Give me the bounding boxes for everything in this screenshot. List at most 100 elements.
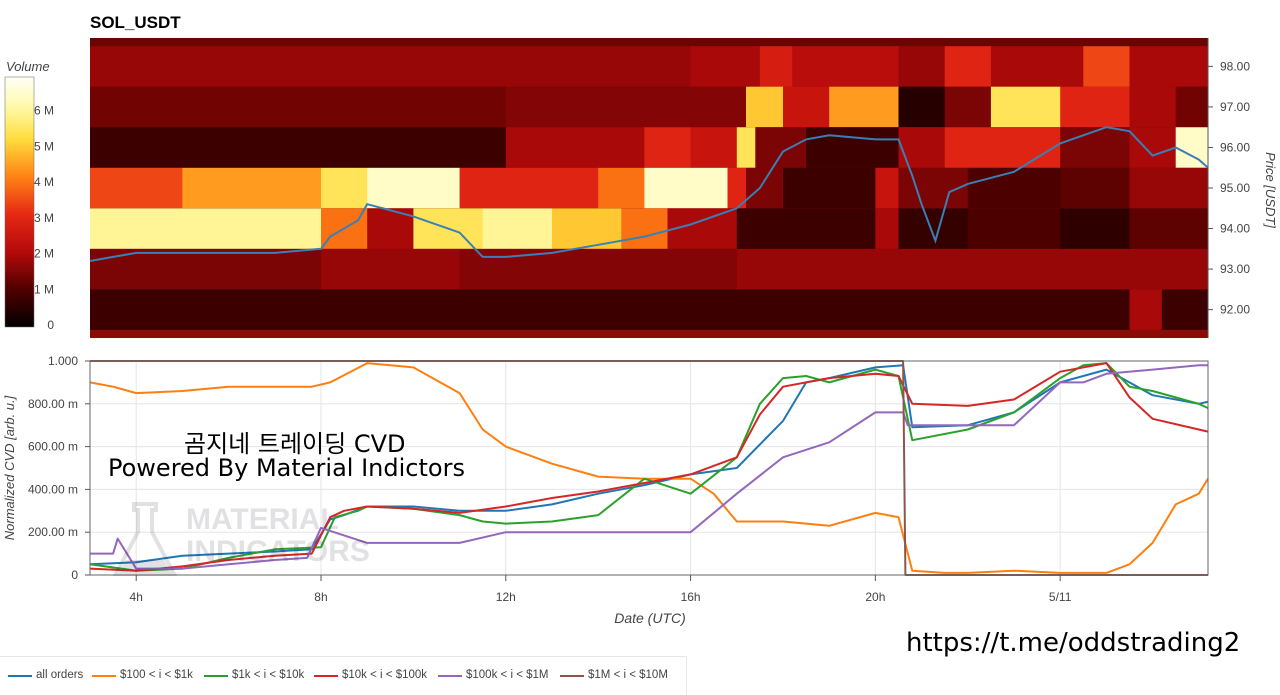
cvd-y-tick-label: 200.00 m	[28, 525, 78, 539]
heatmap-cell	[1129, 208, 1209, 249]
heatmap-cell	[746, 167, 784, 209]
heatmap-cell	[459, 167, 599, 209]
price-tick-label: 92.00	[1220, 303, 1250, 317]
heatmap-cell	[806, 127, 899, 168]
cvd-frame	[89, 360, 1209, 576]
cvd-y-tick-label: 0	[71, 568, 78, 582]
legend-label: $10k < i < $100k	[342, 669, 428, 681]
heatmap-cell	[505, 86, 691, 128]
cvd-x-tick-label: 4h	[130, 590, 143, 604]
heatmap-cell	[736, 208, 876, 249]
legend-label: $1M < i < $10M	[588, 669, 668, 681]
cvd-line-1k-i-10k	[89, 362, 1209, 572]
legend-swatch	[438, 675, 462, 677]
series-legend: all orders $100 < i < $1k $1k < i < $10k…	[0, 656, 687, 695]
heatmap-cell	[690, 86, 747, 128]
legend-label: $1k < i < $10k	[232, 669, 305, 681]
heatmap-cell	[90, 289, 1130, 330]
heatmap-cell	[967, 208, 1061, 249]
heatmap-cell	[1161, 289, 1209, 330]
colorbar-label: Volume	[6, 59, 50, 74]
heatmap-cell	[1175, 127, 1209, 168]
heatmap-cell	[90, 208, 322, 249]
heatmap-cell	[898, 127, 946, 168]
heatmap-cell	[182, 167, 322, 209]
heatmap-cell	[505, 127, 645, 168]
heatmap-cell	[1083, 46, 1130, 87]
heatmap-cell	[644, 167, 728, 209]
price-axis-label: Price [USDT]	[1263, 152, 1278, 228]
heatmap-cell	[829, 86, 899, 128]
cvd-y-tick-label: 1.000	[48, 354, 78, 368]
heatmap-cell	[1129, 289, 1163, 330]
heatmap-cell	[1060, 167, 1130, 209]
cvd-x-tick-label: 5/11	[1049, 590, 1072, 604]
heatmap-cell	[783, 86, 830, 128]
heatmap-cell	[367, 167, 460, 209]
heatmap-cell	[792, 46, 899, 87]
heatmap-cell	[759, 46, 793, 87]
heatmap-cell	[667, 208, 738, 249]
price-tick-label: 93.00	[1220, 262, 1250, 276]
heatmap-cell	[644, 127, 691, 168]
volume-heatmap[interactable]	[89, 38, 1209, 338]
cvd-y-axis-label: Normalized CVD [arb. u.]	[2, 395, 17, 540]
heatmap-cell	[1129, 86, 1177, 128]
legend-swatch	[204, 675, 228, 677]
heatmap-cell	[621, 208, 668, 249]
heatmap-cell	[875, 208, 899, 249]
heatmap-cell	[1129, 46, 1209, 87]
heatmap-cell	[321, 248, 460, 290]
cvd-x-tick-label: 16h	[681, 590, 701, 604]
flask-logo-icon	[112, 502, 178, 576]
heatmap-cell	[755, 127, 807, 168]
heatmap-cell	[1175, 86, 1209, 128]
cvd-axes: 0 200.00 m 400.00 m 600.00 m 800.00 m 1.000 4h…	[28, 354, 1209, 604]
legend-label: $100k < i < $1M	[466, 669, 549, 681]
colorbar-tick-label: 4 M	[34, 175, 54, 189]
colorbar-tick-label: 6 M	[34, 104, 54, 118]
cvd-x-axis-label: Date (UTC)	[614, 610, 686, 626]
volume-colorbar: 0 1 M 2 M 3 M 4 M 5 M 6 M	[4, 76, 54, 332]
cvd-x-tick-label: 12h	[496, 590, 516, 604]
price-line	[89, 126, 1209, 262]
heatmap-cell	[898, 46, 946, 87]
material-indicators-watermark: MATERIAL INDICATORS	[110, 500, 370, 580]
cvd-y-tick-label: 400.00 m	[28, 482, 78, 496]
heatmap-cell	[90, 86, 507, 128]
heatmap-cell	[1060, 127, 1130, 168]
heatmap-cell	[746, 86, 784, 128]
heatmap-cell	[783, 167, 876, 209]
heatmap-cell	[898, 86, 946, 128]
telegram-link[interactable]: https://t.me/oddstrading2	[906, 628, 1241, 658]
heatmap-cell	[1129, 167, 1209, 209]
heatmap-cell	[690, 127, 738, 168]
legend-swatch	[560, 675, 584, 677]
heatmap-cell	[898, 208, 969, 249]
heatmap-cell	[90, 127, 507, 168]
overlay-subtitle: Powered By Material Indictors	[108, 454, 465, 482]
heatmap-cell	[90, 167, 183, 209]
legend-label: $100 < i < $1k	[120, 669, 193, 681]
heatmap-cell	[944, 46, 992, 87]
colorbar-tick-label: 0	[47, 318, 54, 332]
price-tick-label: 96.00	[1220, 140, 1250, 154]
cvd-x-tick-label: 20h	[865, 590, 885, 604]
legend-swatch	[92, 675, 116, 677]
heatmap-cell	[727, 167, 747, 209]
price-tick-label: 94.00	[1220, 222, 1250, 236]
heatmap-cell	[875, 167, 899, 209]
legend-swatch	[314, 675, 338, 677]
colorbar-tick-label: 3 M	[34, 211, 54, 225]
heatmap-cell	[1060, 86, 1130, 128]
legend-label: all orders	[36, 669, 84, 681]
heatmap-cell	[459, 248, 738, 290]
colorbar-tick-label: 2 M	[34, 247, 54, 261]
cvd-line-100-i-1k	[89, 362, 1209, 574]
heatmap-cell	[1060, 208, 1130, 249]
heatmap-cell	[90, 248, 322, 290]
price-tick-label: 98.00	[1220, 59, 1250, 73]
cvd-y-tick-label: 600.00 m	[28, 440, 78, 454]
cvd-y-tick-label: 800.00 m	[28, 397, 78, 411]
